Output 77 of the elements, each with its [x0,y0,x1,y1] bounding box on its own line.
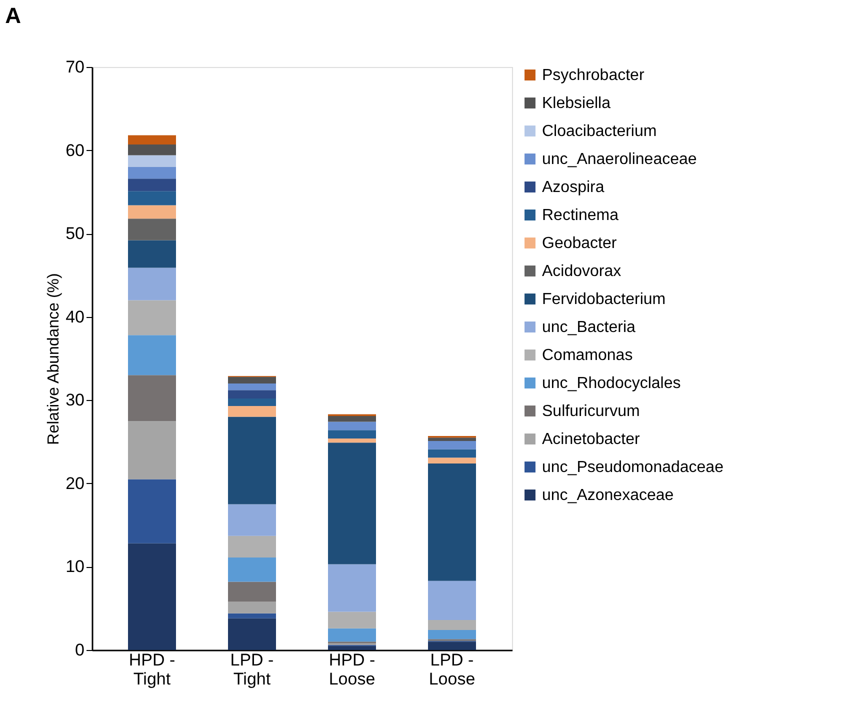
bar [328,438,376,443]
bar [128,135,176,144]
bar [428,620,476,630]
bar [128,155,176,167]
y-tick-label: 60 [66,140,84,160]
bar [228,416,276,504]
legend-label: Geobacter [542,235,618,252]
legend-label: Klebsiella [542,95,611,112]
y-tick-label: 50 [66,224,84,244]
bar [428,630,476,640]
bar [228,602,276,614]
legend-label: Rectinema [542,207,619,224]
bar [428,642,476,650]
legend-label: Cloacibacterium [542,123,657,140]
bar [128,218,176,240]
legend-label: unc_Azonexaceae [542,487,674,504]
y-tick-label: 20 [66,474,84,493]
bar [328,628,376,642]
legend-label: Sulfuricurvum [542,403,640,420]
bar [128,166,176,179]
bar [128,191,176,206]
legend-label: Psychrobacter [542,67,645,84]
bar [128,178,176,192]
legend-label: unc_Anaerolineaceae [542,151,697,168]
bar [328,442,376,564]
y-tick-label: 0 [75,640,84,660]
bar [228,582,276,602]
bar [128,375,176,421]
bar [328,564,376,612]
bar [428,449,476,458]
bar [328,430,376,438]
bar [428,440,476,450]
bar [328,646,376,650]
bar [128,268,176,300]
bar [228,613,276,618]
legend-label: Acidovorax [542,263,622,280]
legend-label: unc_Rhodocyclales [542,375,681,392]
bar [228,376,276,384]
bar [428,463,476,581]
legend-label: unc_Bacteria [542,319,636,336]
bar [128,543,176,650]
bar [228,383,276,390]
legend-label: unc_Pseudomonadaceae [542,459,724,476]
bar [428,458,476,464]
bar [228,504,276,536]
y-axis-title: Relative Abundance (%) [46,273,63,445]
bar [228,618,276,650]
bar [428,438,476,441]
bar [228,398,276,406]
y-tick-label: 10 [66,557,84,576]
bar [228,390,276,398]
bar [328,416,376,422]
bar [128,144,176,156]
x-tick-label: LPD - Loose [428,650,476,688]
bar [328,612,376,628]
chart-title: A [5,3,22,28]
x-tick-label: HPD - Loose [328,650,376,688]
bar [128,335,176,376]
y-tick-label: 40 [66,307,84,326]
bar [228,558,276,582]
bar [228,406,276,417]
bar [128,300,176,336]
y-tick-label: 30 [66,390,84,410]
bar [128,420,176,480]
bar [128,479,176,544]
bar [128,240,176,268]
legend-label: Fervidobacterium [542,291,666,308]
bar [328,422,376,430]
bar [128,205,176,219]
legend-label: Comamonas [542,347,633,364]
bar [228,536,276,558]
x-tick-label: LPD - Tight [230,650,274,688]
legend-label: Azospira [542,179,604,196]
bar [428,580,476,620]
y-tick-label: 70 [66,58,84,76]
legend-label: Acinetobacter [542,431,641,448]
x-tick-label: HPD - Tight [128,650,176,688]
